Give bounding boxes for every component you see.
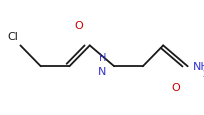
Text: O: O [74,20,83,30]
Text: NH: NH [193,62,204,72]
Text: 2: 2 [203,69,204,78]
Text: H: H [99,53,106,63]
Text: O: O [172,82,180,92]
Text: Cl: Cl [8,31,19,41]
Text: N: N [98,67,107,77]
